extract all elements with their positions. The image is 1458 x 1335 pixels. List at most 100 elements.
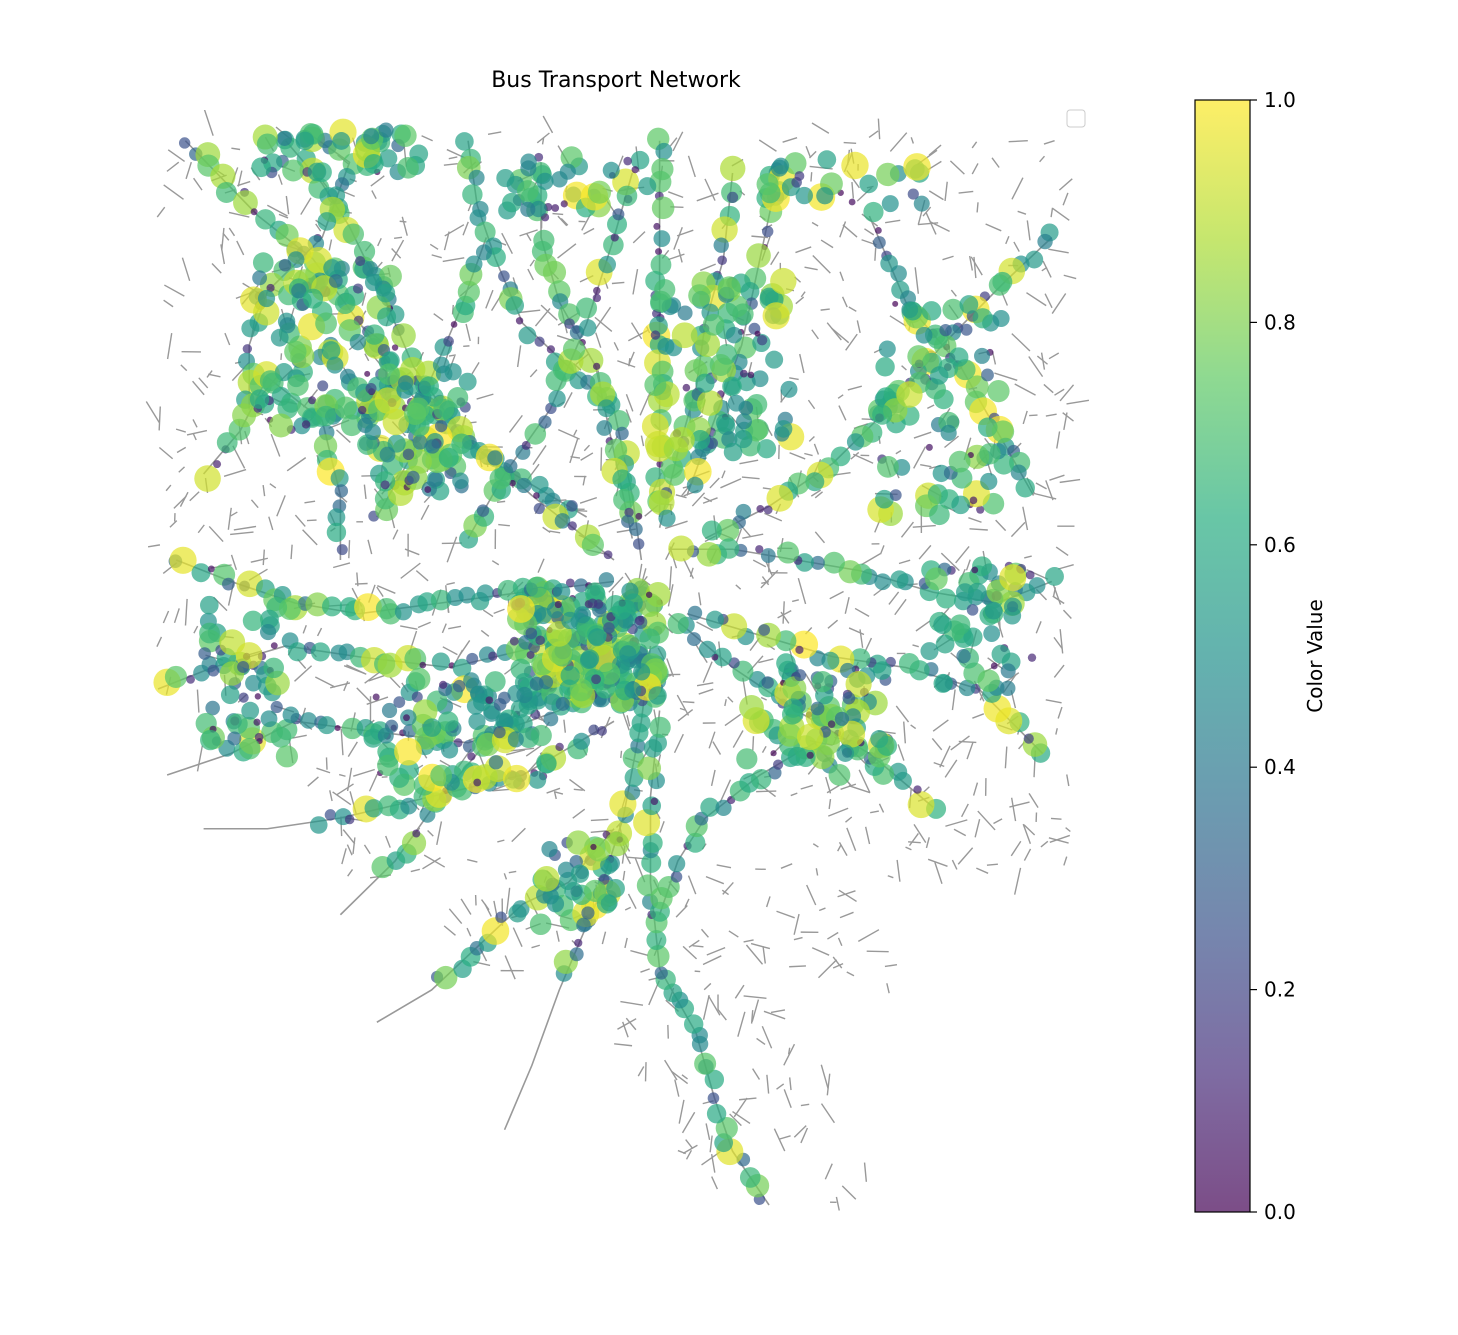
bus-stop-node [241,701,260,720]
bus-stop-node [581,906,595,920]
bus-stop-node [624,784,641,801]
bus-stop-node [817,150,837,169]
bus-stop-node [254,693,262,700]
bus-stop-node [364,324,385,345]
bus-stop-node [484,671,506,692]
bus-stop-node [816,187,834,205]
bus-stop-node [981,368,994,382]
street-edge [487,131,502,135]
bus-stop-node [241,319,260,338]
bus-stop-node [756,439,777,459]
bus-stop-node [403,402,427,426]
street-edge [1040,840,1049,848]
street-edge [735,528,743,544]
street-edge [950,289,957,297]
bus-stop-node [736,748,758,770]
bus-stop-node [979,443,1001,465]
street-edge [912,524,936,528]
bus-stop-node [535,635,546,646]
bus-stop-node [734,429,753,449]
bus-stop-node [256,133,279,155]
bus-stop-node [566,830,591,855]
bus-stop-node [925,443,933,451]
street-edge [910,137,914,144]
bus-stop-node [706,610,725,629]
street-edge [692,944,704,948]
bus-stop-node [872,661,892,680]
street-edge [162,610,170,624]
street-edge [976,202,979,213]
bus-stop-node [612,469,633,490]
street-edge [1056,431,1061,449]
bus-stop-node [915,326,933,344]
bus-stop-node [686,632,701,647]
bus-stop-node [382,408,409,436]
street-edge [739,1097,757,1101]
bus-stop-node [935,634,955,654]
street-edge [790,792,798,797]
street-edge [673,226,683,250]
bus-stop-node [725,326,743,344]
bus-stop-node [354,593,382,622]
bus-stop-node [259,623,277,641]
bus-stop-node [592,293,602,303]
street-edge [1028,793,1039,809]
bus-stop-node [761,225,774,238]
street-edge [354,582,368,585]
bus-stop-node [401,831,427,856]
street-edge [868,130,879,138]
bus-stop-node [637,593,662,618]
street-edge [659,820,665,833]
street-edge [1041,266,1048,272]
street-edge [842,224,858,238]
street-edge [668,566,673,591]
street-edge [503,873,508,880]
bus-stop-node [615,426,629,441]
street-edge [493,608,505,615]
bus-stop-node [637,756,662,781]
bus-stop-node [538,415,552,429]
street-edge [887,875,894,879]
street-edge [957,847,974,865]
bus-stop-node [756,173,779,196]
street-edge [804,266,818,271]
street-edge [857,929,880,943]
street-edge [534,307,551,327]
bus-stop-node [687,605,703,621]
street-edge [864,228,875,236]
bus-stop-node [451,433,472,455]
street-edge [166,161,180,172]
street-edge [356,572,359,587]
bus-stop-node [402,448,415,461]
street-edge [854,607,870,618]
street-edge [460,898,472,915]
bus-stop-node [695,331,721,357]
street-edge [705,875,725,885]
street-edge [1055,728,1058,735]
bus-stop-node [200,729,221,751]
street-edge [569,778,586,792]
street-edge [436,821,443,846]
street-edge [1011,333,1031,352]
street-edge [800,1103,810,1107]
street-edge [710,1153,716,1173]
bus-stop-node [623,156,632,166]
street-edge [671,1070,689,1085]
street-edge [394,236,403,239]
street-edge [838,889,857,903]
street-edge [808,436,815,442]
street-edge [712,741,722,755]
bus-stop-node [603,622,615,634]
bus-stop-node [434,965,458,990]
street-edge [600,447,603,471]
bus-stop-node [750,768,772,790]
bus-stop-node [713,647,732,667]
street-edge [709,1135,713,1153]
street-edge [974,818,981,838]
street-edge [682,558,694,579]
bus-stop-node [777,722,802,747]
street-edge [806,884,817,906]
bus-stop-node [334,725,341,732]
street-edge [973,256,977,279]
street-edge [986,863,998,866]
